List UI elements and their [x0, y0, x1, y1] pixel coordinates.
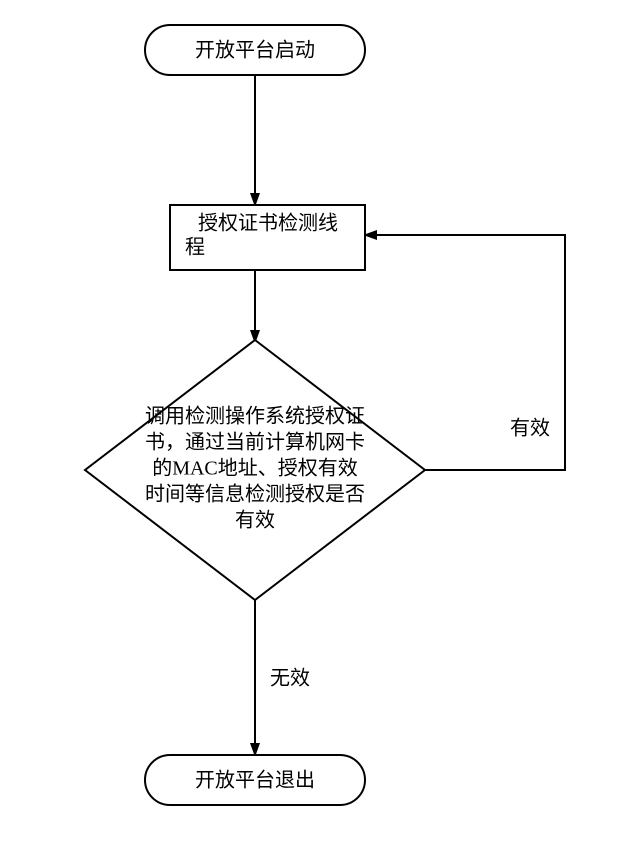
node-decision-line2: 书，通过当前计算机网卡 — [145, 431, 365, 454]
node-start: 开放平台启动 — [145, 25, 365, 75]
node-thread-line1: 授权证书检测线 — [198, 212, 338, 235]
node-end: 开放平台退出 — [145, 755, 365, 805]
node-thread-line2: 程 — [185, 236, 205, 259]
node-start-label: 开放平台启动 — [195, 39, 315, 62]
node-decision-line1: 调用检测操作系统授权证 — [145, 405, 365, 428]
node-end-label: 开放平台退出 — [195, 769, 315, 792]
node-decision: 调用检测操作系统授权证 书，通过当前计算机网卡 的MAC地址、授权有效 时间等信… — [85, 340, 425, 600]
node-thread: 授权证书检测线 程 — [170, 205, 365, 270]
node-decision-line5: 有效 — [235, 509, 275, 532]
flowchart: 无效 有效 开放平台启动 授权证书检测线 程 调用检测操作系统授权证 书，通过当… — [0, 0, 624, 842]
edge-label-valid: 有效 — [510, 417, 550, 440]
node-decision-line4: 时间等信息检测授权是否 — [145, 483, 365, 506]
edge-label-invalid: 无效 — [270, 667, 310, 690]
node-decision-line3: 的MAC地址、授权有效 — [152, 457, 358, 480]
